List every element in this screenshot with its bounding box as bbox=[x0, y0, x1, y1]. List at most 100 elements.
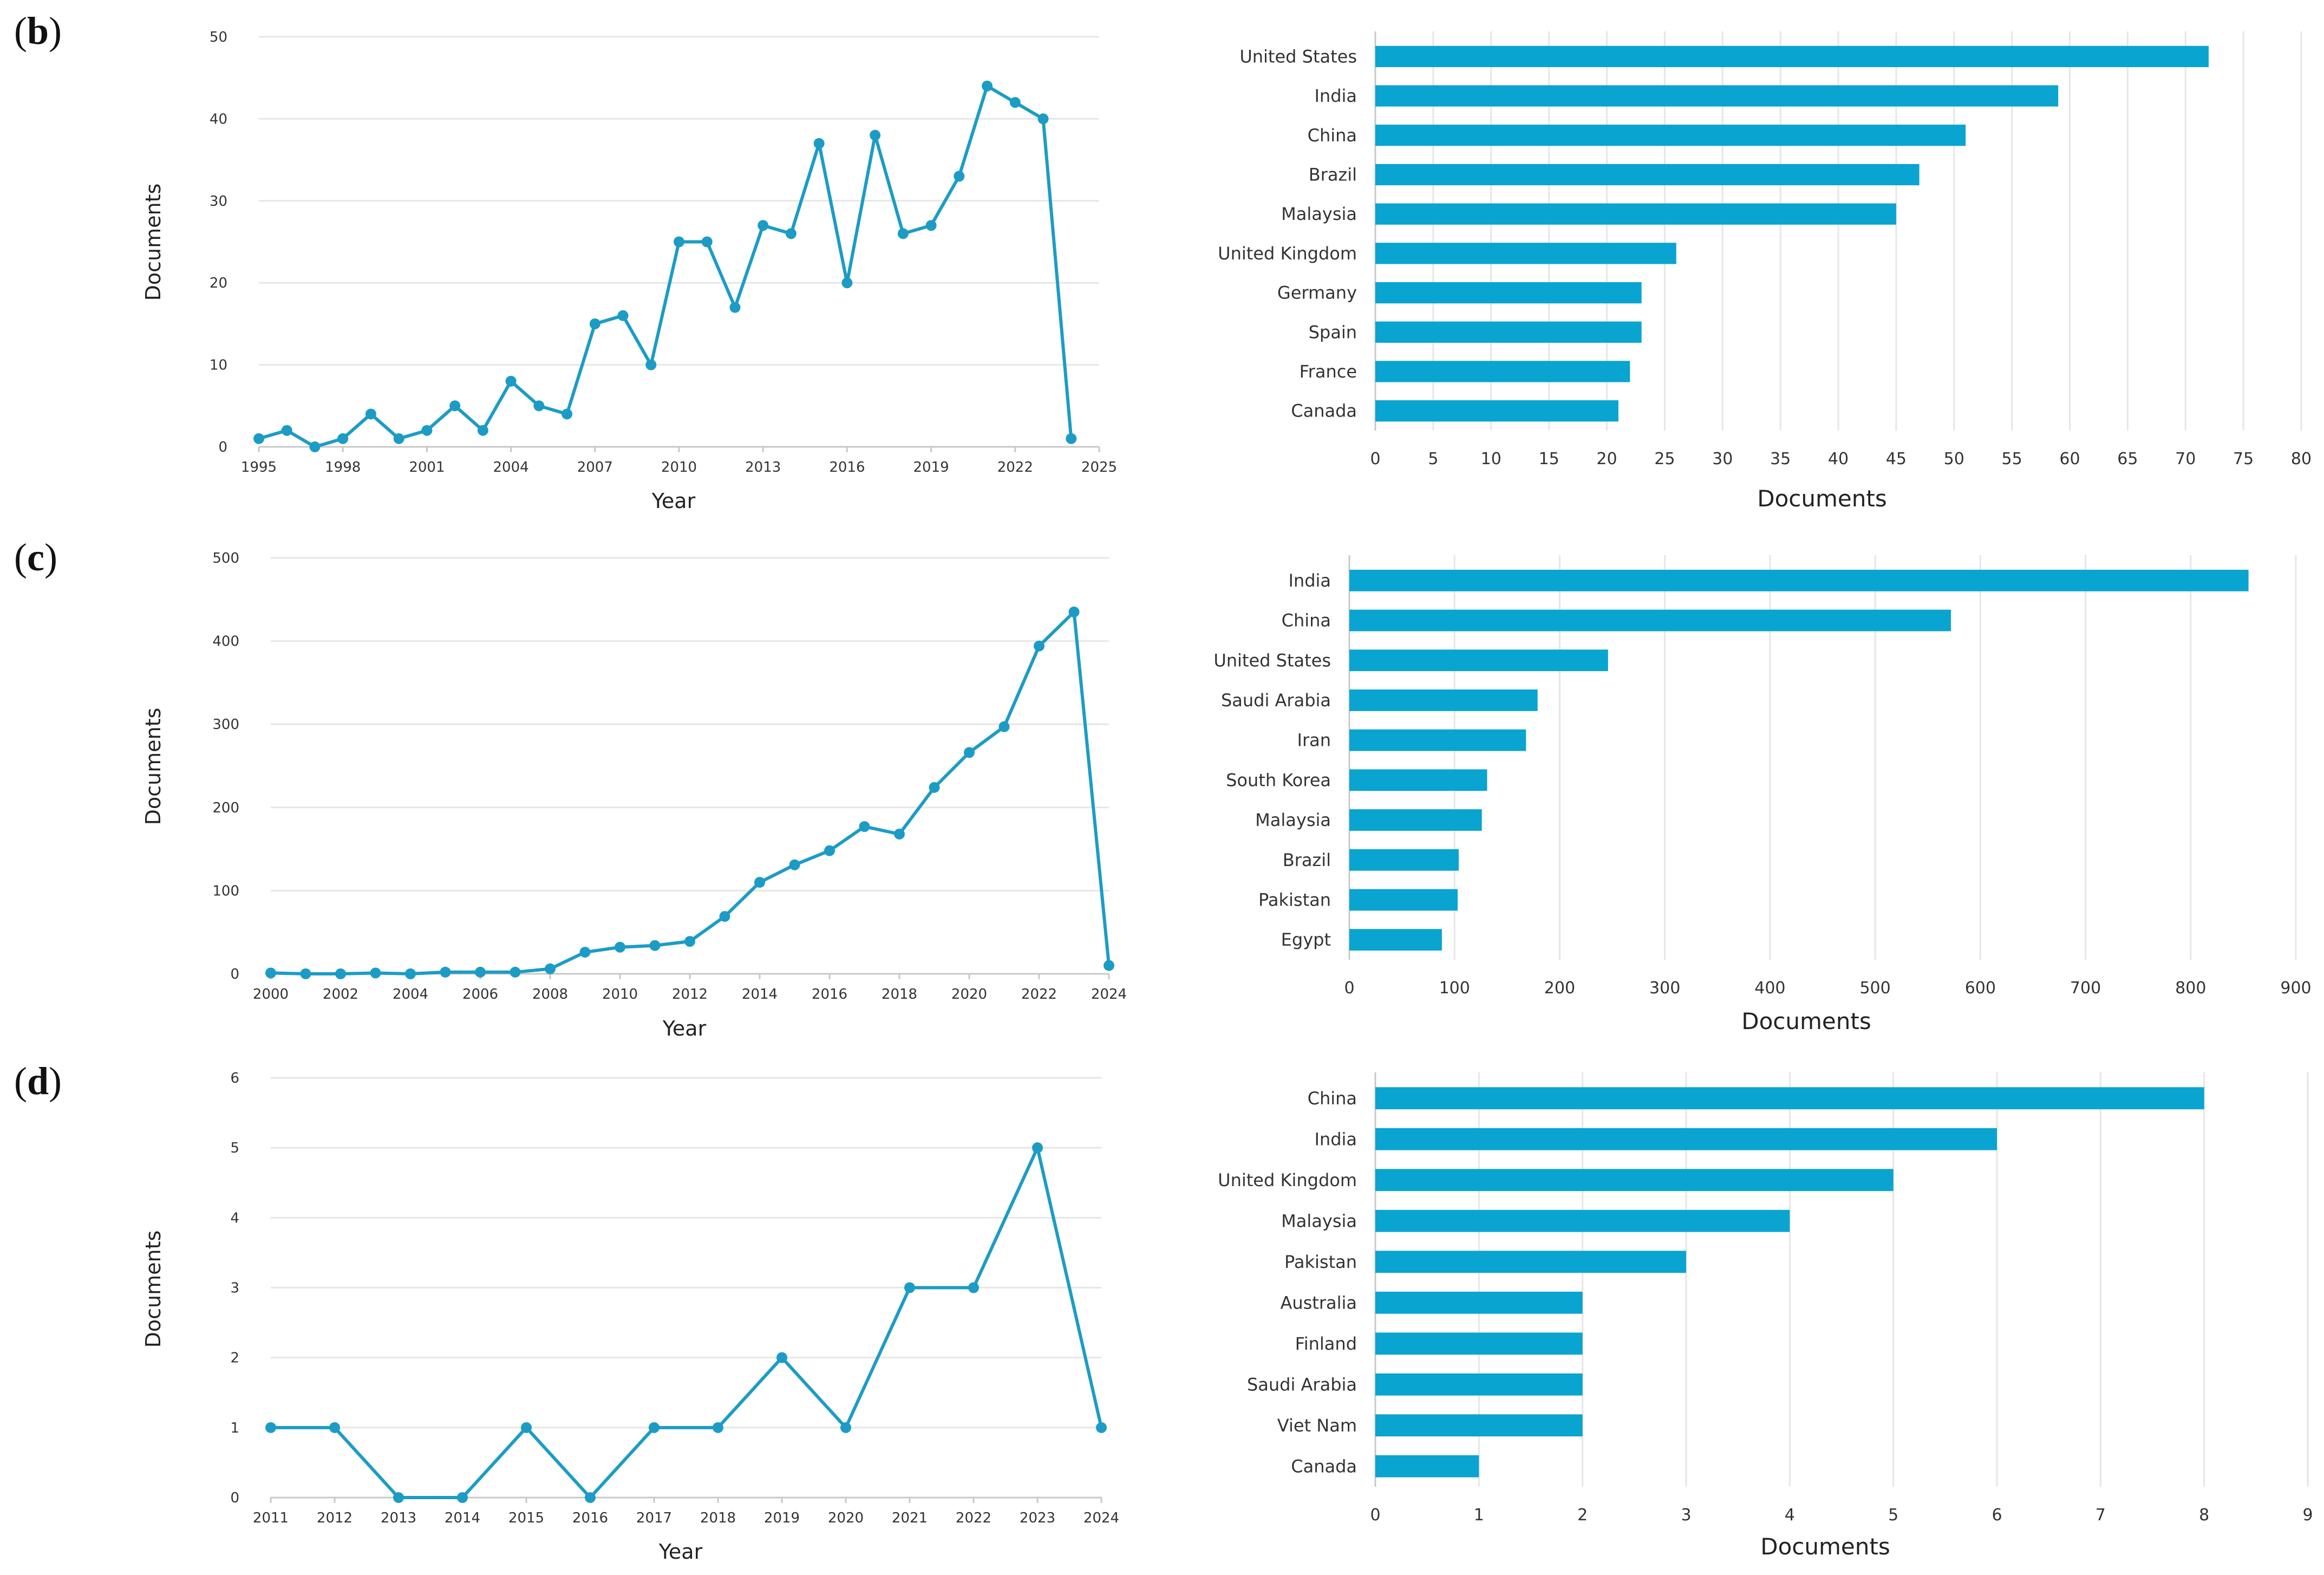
data-point bbox=[758, 220, 769, 231]
x-tick-label: 700 bbox=[2070, 979, 2101, 998]
category-label: United States bbox=[1213, 650, 1331, 671]
x-tick-label: 900 bbox=[2280, 979, 2311, 998]
category-label: Pakistan bbox=[1284, 1252, 1357, 1272]
y-tick-label: 100 bbox=[212, 883, 239, 899]
category-label: India bbox=[1288, 570, 1331, 591]
panel-label-close: ) bbox=[49, 9, 62, 53]
category-label: Egypt bbox=[1281, 929, 1331, 950]
chart-c-line: 0 100 200 300 400 500 2000 2002 2004 2006 2008 2010… bbox=[141, 550, 1127, 1040]
panel-label-open: ( bbox=[14, 9, 27, 53]
y-tick-label: 0 bbox=[230, 966, 239, 982]
category-label: Viet Nam bbox=[1277, 1415, 1357, 1436]
data-point bbox=[719, 911, 730, 922]
category-label: United Kingdom bbox=[1218, 243, 1357, 264]
data-point bbox=[1032, 1142, 1043, 1154]
bar bbox=[1375, 1332, 1583, 1355]
data-point bbox=[840, 1422, 851, 1433]
x-tick-label: 6 bbox=[1992, 1506, 2002, 1525]
x-tick-label: 55 bbox=[2002, 450, 2022, 468]
x-tick-label: 65 bbox=[2117, 450, 2138, 468]
data-point bbox=[337, 433, 349, 444]
data-point bbox=[477, 425, 488, 436]
y-axis-title: Documents bbox=[141, 1231, 165, 1348]
data-point bbox=[579, 947, 591, 958]
data-point bbox=[897, 228, 909, 239]
data-point bbox=[253, 433, 264, 444]
category-label: Spain bbox=[1309, 322, 1357, 342]
y-tick-label: 50 bbox=[210, 29, 227, 45]
panel-label-letter: d bbox=[27, 1059, 49, 1103]
category-label: Malaysia bbox=[1281, 204, 1357, 224]
data-point bbox=[281, 425, 292, 436]
category-label: Canada bbox=[1291, 401, 1357, 421]
data-point bbox=[533, 400, 545, 412]
data-point bbox=[649, 1422, 660, 1433]
x-tick-label: 200 bbox=[1544, 979, 1575, 998]
x-tick-label: 2025 bbox=[1081, 459, 1117, 476]
x-tick-label: 2024 bbox=[1091, 986, 1127, 1003]
data-point bbox=[929, 782, 940, 793]
y-tick-label: 0 bbox=[230, 1490, 239, 1506]
panel-label-letter: c bbox=[27, 536, 44, 579]
x-tick-label: 4 bbox=[1785, 1506, 1795, 1525]
data-point bbox=[265, 1422, 276, 1433]
x-axis-title: Documents bbox=[1760, 1533, 1890, 1560]
x-axis-title: Documents bbox=[1757, 485, 1886, 512]
x-tick-label: 2 bbox=[1577, 1506, 1588, 1525]
series-line bbox=[271, 1146, 1103, 1499]
data-point bbox=[329, 1422, 340, 1433]
category-label: France bbox=[1300, 361, 1357, 382]
data-point bbox=[1034, 640, 1045, 652]
category-label: India bbox=[1314, 86, 1357, 106]
x-tick-label: 30 bbox=[1712, 450, 1733, 468]
category-label: Pakistan bbox=[1258, 889, 1331, 910]
y-tick-label: 5 bbox=[230, 1140, 239, 1156]
y-tick-label: 400 bbox=[212, 634, 239, 650]
y-axis-title: Documents bbox=[141, 184, 165, 301]
y-tick-label: 0 bbox=[218, 439, 227, 455]
data-point bbox=[729, 302, 741, 313]
data-point bbox=[754, 877, 765, 888]
data-point bbox=[870, 129, 881, 141]
y-axis-title: Documents bbox=[141, 708, 165, 825]
data-point bbox=[1096, 1422, 1107, 1433]
x-tick-label: 70 bbox=[2175, 450, 2196, 468]
bar bbox=[1375, 1251, 1686, 1273]
panel-label-letter: b bbox=[27, 9, 49, 53]
data-point bbox=[954, 171, 965, 182]
x-axis-title: Documents bbox=[1741, 1008, 1871, 1034]
x-tick-label: 2002 bbox=[323, 986, 358, 1003]
data-point bbox=[645, 359, 657, 370]
category-label: Saudi Arabia bbox=[1221, 690, 1331, 711]
data-point bbox=[300, 968, 311, 979]
data-point bbox=[510, 966, 521, 978]
bar bbox=[1375, 1209, 1790, 1232]
bar bbox=[1349, 729, 1526, 751]
x-tick-label: 2016 bbox=[829, 459, 865, 476]
data-point bbox=[309, 441, 321, 452]
x-tick-label: 2010 bbox=[602, 986, 638, 1003]
x-tick-label: 2008 bbox=[532, 986, 568, 1003]
data-point bbox=[1009, 97, 1021, 108]
chart-b-line: 0 10 20 30 40 50 1995 1998 2001 2004 2007 2010 2013 2… bbox=[141, 29, 1117, 513]
x-tick-label: 2013 bbox=[381, 1510, 416, 1526]
y-tick-label: 500 bbox=[212, 550, 239, 567]
x-tick-label: 2012 bbox=[672, 986, 708, 1003]
category-label: United Kingdom bbox=[1218, 1170, 1357, 1190]
data-point bbox=[785, 228, 797, 239]
data-point bbox=[904, 1282, 915, 1293]
x-tick-label: 9 bbox=[2302, 1506, 2313, 1525]
x-tick-label: 400 bbox=[1754, 979, 1785, 998]
x-tick-label: 300 bbox=[1649, 979, 1680, 998]
x-tick-label: 5 bbox=[1888, 1506, 1898, 1525]
bar bbox=[1375, 45, 2209, 67]
x-tick-label: 2014 bbox=[742, 986, 778, 1003]
x-tick-label: 2019 bbox=[764, 1510, 800, 1526]
x-tick-label: 10 bbox=[1481, 450, 1502, 468]
data-point bbox=[982, 80, 993, 92]
x-tick-label: 2014 bbox=[445, 1510, 480, 1526]
x-tick-label: 1 bbox=[1474, 1506, 1484, 1525]
panel-label-b: (b) bbox=[14, 9, 62, 54]
y-tick-label: 6 bbox=[230, 1070, 239, 1086]
chart-d-bar: 0 1 2 3 4 5 6 7 8 9 China India United Kingdom Malays… bbox=[1218, 1072, 2313, 1560]
